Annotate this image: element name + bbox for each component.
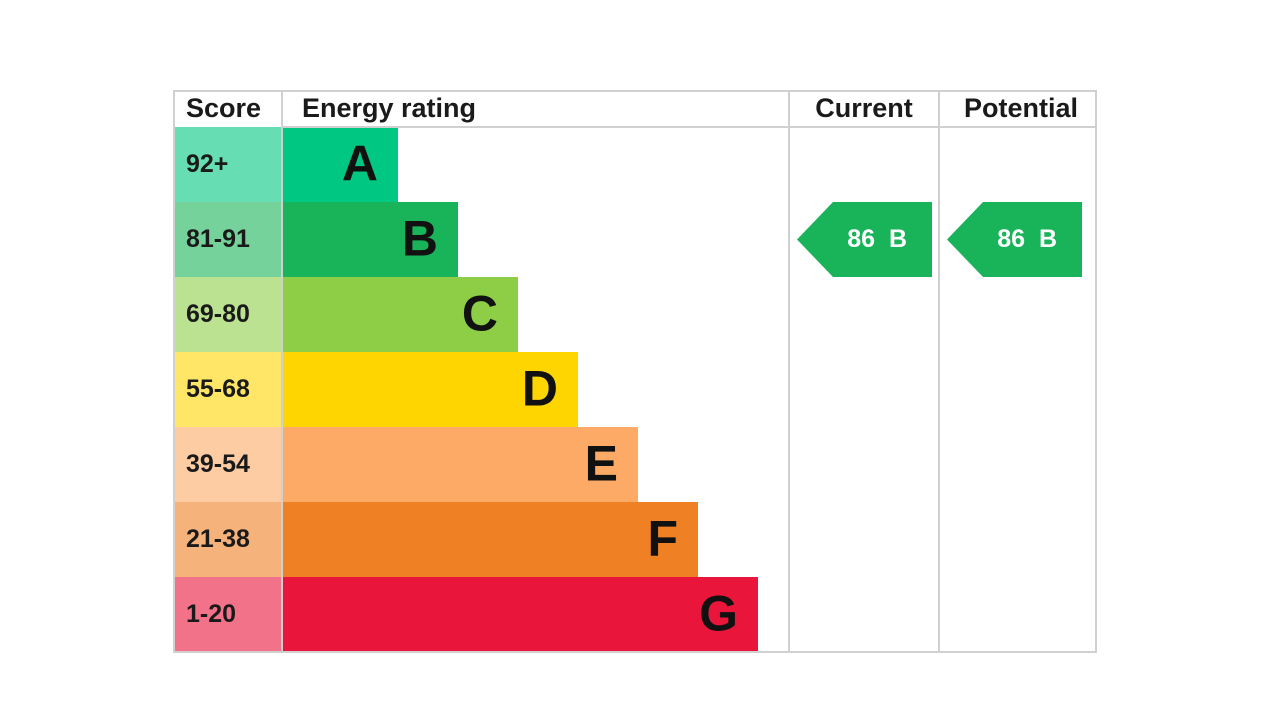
potential-band: B xyxy=(1039,225,1057,253)
current-band: B xyxy=(889,225,907,253)
potential-value: 86 xyxy=(997,225,1025,253)
score-cell xyxy=(174,352,282,427)
rating-letter: C xyxy=(462,286,498,342)
rating-letter: B xyxy=(402,211,438,267)
score-label: 39-54 xyxy=(186,450,250,478)
current-value: 86 xyxy=(847,225,875,253)
rating-letter: D xyxy=(522,361,558,417)
score-label: 55-68 xyxy=(186,375,250,403)
score-cell xyxy=(174,127,282,202)
rating-header: Energy rating xyxy=(302,93,476,123)
score-cell xyxy=(174,502,282,577)
score-label: 92+ xyxy=(186,150,228,178)
score-label: 1-20 xyxy=(186,600,236,628)
rating-bar xyxy=(282,577,758,652)
rating-letter: A xyxy=(342,136,378,192)
rating-bar xyxy=(282,202,458,277)
potential-header: Potential xyxy=(964,93,1078,123)
rating-bar xyxy=(282,427,638,502)
score-label: 21-38 xyxy=(186,525,250,553)
rating-letter: F xyxy=(647,511,678,567)
rating-bar xyxy=(282,502,698,577)
rating-bar xyxy=(282,127,398,202)
score-cell xyxy=(174,577,282,652)
score-cell xyxy=(174,277,282,352)
rating-letter: G xyxy=(699,586,738,642)
score-header: Score xyxy=(186,93,261,123)
score-cell xyxy=(174,427,282,502)
rating-letter: E xyxy=(585,436,618,492)
score-cell xyxy=(174,202,282,277)
potential-arrow xyxy=(947,202,1082,277)
table-border xyxy=(173,90,1097,653)
current-arrow xyxy=(797,202,932,277)
rating-bar xyxy=(282,277,518,352)
score-label: 69-80 xyxy=(186,300,250,328)
rating-bar xyxy=(282,352,578,427)
current-header: Current xyxy=(815,93,913,123)
score-label: 81-91 xyxy=(186,225,250,253)
